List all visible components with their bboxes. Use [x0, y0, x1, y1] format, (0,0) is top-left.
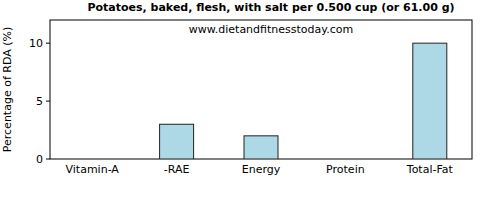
bar — [75, 159, 109, 160]
y-tick — [46, 43, 50, 44]
y-tick-label: 0 — [36, 153, 43, 166]
y-tick — [46, 159, 50, 160]
x-tick-label: Total-Fat — [406, 163, 454, 176]
y-tick-label: 10 — [29, 37, 43, 50]
bar — [244, 136, 278, 159]
bar — [328, 159, 362, 160]
y-tick — [46, 101, 50, 102]
chart: 0 5 10 Vitamin-A -RAE Energy Protein Total-Fat P… — [0, 0, 500, 200]
bars — [160, 43, 447, 159]
x-tick-label: Vitamin-A — [66, 163, 120, 176]
x-tick-label: -RAE — [164, 163, 190, 176]
x-tick-label: Protein — [326, 163, 365, 176]
title: Potatoes, baked, flesh, with salt per 0.… — [87, 1, 454, 14]
bar — [413, 43, 447, 159]
y-axis-label: Percentage of RDA (%) — [1, 27, 14, 152]
x-tick-label: Energy — [242, 163, 281, 176]
subtitle: www.dietandfitnesstoday.com — [189, 23, 353, 36]
y-tick-label: 5 — [36, 95, 43, 108]
bar — [160, 124, 194, 159]
plot-frame — [50, 20, 472, 159]
